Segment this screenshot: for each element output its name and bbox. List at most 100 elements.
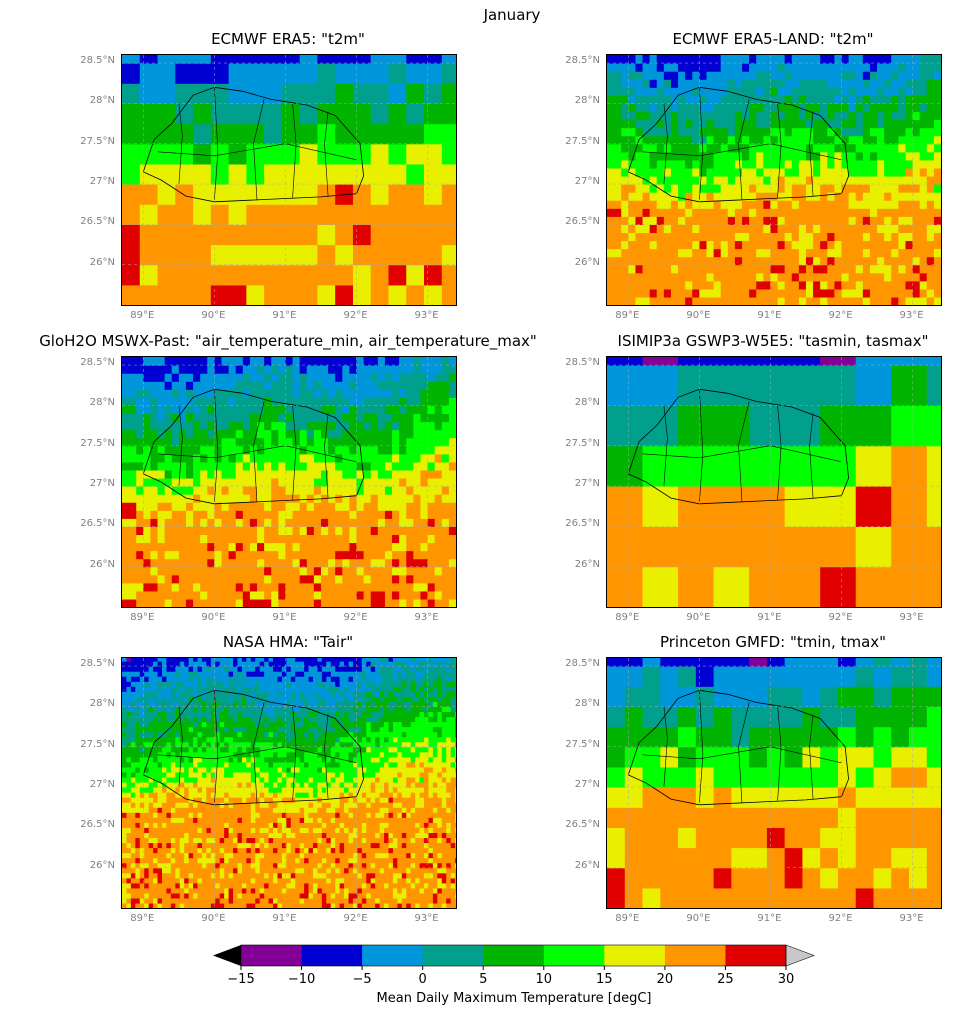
heatmap-cell xyxy=(763,119,772,129)
heatmap-cell xyxy=(734,184,743,193)
district-boundary xyxy=(214,389,219,503)
heatmap-cell xyxy=(179,837,185,844)
heatmap-cell xyxy=(370,872,376,879)
heatmap-cell xyxy=(214,365,223,374)
heatmap-cell xyxy=(749,216,757,225)
heatmap-cell xyxy=(139,847,145,854)
heatmap-cell xyxy=(734,272,743,282)
heatmap-cell xyxy=(820,256,828,266)
heatmap-cell xyxy=(678,192,686,201)
heatmap-cell xyxy=(784,135,793,145)
heatmap-cell xyxy=(877,135,885,145)
heatmap-cell xyxy=(342,582,351,592)
heatmap-cell xyxy=(424,827,430,833)
heatmap-cell xyxy=(770,192,779,201)
heatmap-cell xyxy=(877,143,885,153)
heatmap-cell xyxy=(384,381,393,390)
heatmap-cell xyxy=(448,590,456,600)
heatmap-cell xyxy=(670,71,679,80)
heatmap-cell xyxy=(434,381,443,390)
heatmap-cell xyxy=(820,63,828,72)
heatmap-cell xyxy=(749,63,757,72)
heatmap-cell xyxy=(419,862,425,869)
heatmap-cell xyxy=(670,296,679,305)
heatmap-cell xyxy=(628,224,637,234)
heatmap-cell xyxy=(135,852,141,859)
heatmap-cell xyxy=(720,175,729,185)
heatmap-cell xyxy=(228,574,237,584)
heatmap-cell xyxy=(919,240,928,250)
lat-tick-label: 28°N xyxy=(574,397,600,409)
heatmap-cell xyxy=(184,837,190,844)
heatmap-cell xyxy=(320,510,329,519)
heatmap-cell xyxy=(375,842,381,849)
heatmap-cell xyxy=(130,867,136,874)
heatmap-cell xyxy=(326,872,332,879)
heatmap-cell xyxy=(201,882,207,889)
heatmap-cell xyxy=(628,288,637,298)
heatmap-cell xyxy=(621,184,629,193)
heatmap-cell xyxy=(228,534,237,544)
heatmap-cell xyxy=(912,159,921,169)
heatmap-cell xyxy=(281,882,287,889)
heatmap-cell xyxy=(777,208,786,217)
heatmap-cell xyxy=(869,288,878,298)
heatmap-cell xyxy=(437,902,443,908)
heatmap-cell xyxy=(268,902,274,908)
heatmap-cell xyxy=(246,902,252,908)
heatmap-cell xyxy=(257,461,265,471)
lon-tick-label: 92°E xyxy=(343,310,368,321)
heatmap-cell xyxy=(255,802,261,808)
heatmap-cell xyxy=(210,817,216,823)
heatmap-cell xyxy=(357,862,363,869)
heatmap-cell xyxy=(257,357,265,366)
heatmap-cell xyxy=(349,445,358,455)
heatmap-cell xyxy=(663,175,672,185)
heatmap-cell xyxy=(663,55,672,64)
heatmap-cell xyxy=(413,365,422,374)
heatmap-cell xyxy=(250,877,256,884)
heatmap-cell xyxy=(171,518,180,527)
heatmap-cell xyxy=(827,159,836,169)
heatmap-cell xyxy=(312,902,319,908)
heatmap-cell xyxy=(798,103,807,113)
heatmap-cell xyxy=(122,469,130,479)
heatmap-cell xyxy=(361,867,367,874)
heatmap-cell xyxy=(210,897,216,904)
heatmap-cell xyxy=(375,877,381,884)
heatmap-cell xyxy=(299,558,308,568)
heatmap-cell xyxy=(193,469,201,479)
heatmap-cell xyxy=(241,892,247,899)
heatmap-cell xyxy=(328,365,336,374)
heatmap-cell xyxy=(397,847,403,854)
heatmap-cell xyxy=(144,862,150,869)
heatmap-cell xyxy=(685,63,693,72)
heatmap-cell xyxy=(285,526,294,536)
heatmap-cell xyxy=(356,357,365,366)
heatmap-cell xyxy=(428,897,434,904)
heatmap-cell xyxy=(139,812,145,818)
heatmap-cell xyxy=(259,872,265,879)
heatmap-cell xyxy=(834,63,843,72)
heatmap-cell xyxy=(450,847,456,854)
heatmap-cell xyxy=(200,486,208,495)
heatmap-cell xyxy=(157,453,166,463)
heatmap-cell xyxy=(834,280,843,290)
heatmap-cell xyxy=(219,802,225,808)
heatmap-cell xyxy=(250,842,256,849)
heatmap-cell xyxy=(670,240,679,250)
heatmap-cell xyxy=(148,812,154,818)
heatmap-cell xyxy=(221,518,230,527)
heatmap-cell xyxy=(185,534,194,544)
heatmap-cell xyxy=(135,862,141,869)
heatmap-cell xyxy=(277,857,283,864)
heatmap-cell xyxy=(933,63,941,72)
heatmap-cell xyxy=(607,127,615,137)
heatmap-cell xyxy=(699,256,708,266)
heatmap-cell xyxy=(370,832,376,839)
heatmap-cell xyxy=(200,413,208,423)
heatmap-cell xyxy=(410,847,416,854)
heatmap-cell xyxy=(197,857,203,864)
heatmap-cell xyxy=(855,232,864,242)
heatmap-cell xyxy=(798,151,807,161)
